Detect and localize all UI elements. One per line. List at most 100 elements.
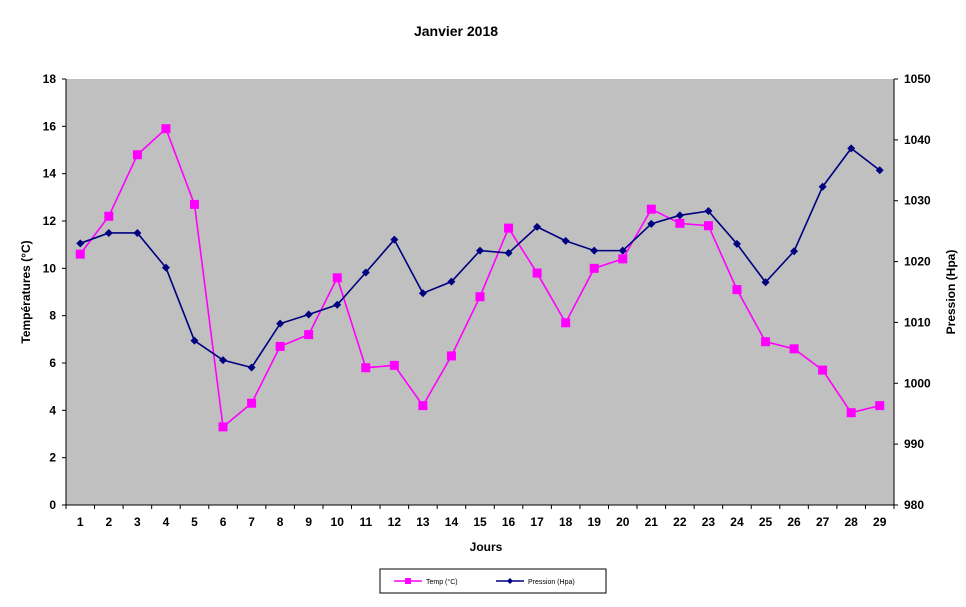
- y-left-tick-label: 18: [43, 72, 57, 86]
- x-tick-label: 2: [105, 515, 112, 529]
- legend-label: Pression (Hpa): [528, 579, 575, 586]
- pressure-point: [219, 356, 228, 365]
- y-right-tick-label: 980: [904, 498, 924, 512]
- chart-title: Janvier 2018: [414, 23, 498, 39]
- legend-marker-square: [405, 578, 411, 584]
- temp-point: [532, 268, 542, 278]
- temp-point: [646, 204, 656, 214]
- x-tick-label: 22: [673, 515, 687, 529]
- y-axis-left-label: Températures (°C): [19, 240, 33, 343]
- y-axis-right-label: Pression (Hpa): [944, 250, 958, 335]
- y-right-tick-label: 1050: [904, 72, 931, 86]
- y-left-tick-label: 8: [49, 309, 56, 323]
- y-left-tick-label: 12: [43, 214, 57, 228]
- pressure-point: [247, 363, 256, 372]
- x-tick-label: 27: [816, 515, 830, 529]
- temp-point: [132, 150, 142, 160]
- x-tick-label: 15: [473, 515, 487, 529]
- pressure-point: [618, 246, 627, 255]
- x-tick-label: 17: [530, 515, 544, 529]
- pressure-point: [847, 144, 856, 153]
- x-tick-label: 21: [645, 515, 659, 529]
- y-left-tick-label: 16: [43, 119, 57, 133]
- pressure-point: [818, 182, 827, 191]
- legend-marker-diamond: [507, 578, 513, 584]
- axes: 0246810121416189809901000101010201030104…: [43, 72, 931, 529]
- pressure-point: [732, 239, 741, 248]
- temp-point: [247, 398, 257, 408]
- y-left-tick-label: 0: [49, 498, 56, 512]
- pressure-point: [76, 239, 85, 248]
- pressure-point: [790, 247, 799, 256]
- x-axis-label: Jours: [470, 540, 503, 554]
- x-tick-label: 4: [163, 515, 170, 529]
- pressure-point: [675, 211, 684, 220]
- temp-point: [504, 223, 514, 233]
- pressure-point: [533, 222, 542, 231]
- x-tick-label: 29: [873, 515, 887, 529]
- pressure-point: [276, 319, 285, 328]
- pressure-point: [304, 310, 313, 319]
- x-tick-label: 7: [248, 515, 255, 529]
- pressure-point: [418, 289, 427, 298]
- x-tick-label: 19: [588, 515, 602, 529]
- temp-point: [875, 401, 885, 411]
- x-tick-label: 26: [787, 515, 801, 529]
- pressure-point: [761, 278, 770, 287]
- temp-point: [361, 363, 371, 373]
- x-tick-label: 1: [77, 515, 84, 529]
- pressure-point: [161, 263, 170, 272]
- temp-point: [189, 199, 199, 209]
- y-right-tick-label: 1000: [904, 376, 931, 390]
- pressure-point: [561, 236, 570, 245]
- pressure-point: [333, 300, 342, 309]
- temp-point: [418, 401, 428, 411]
- pressure-point: [104, 228, 113, 237]
- x-tick-label: 24: [730, 515, 744, 529]
- y-right-tick-label: 1020: [904, 255, 931, 269]
- x-tick-label: 28: [844, 515, 858, 529]
- x-tick-label: 18: [559, 515, 573, 529]
- y-right-tick-label: 1030: [904, 194, 931, 208]
- y-right-tick-label: 990: [904, 437, 924, 451]
- x-tick-label: 8: [277, 515, 284, 529]
- pressure-point: [875, 166, 884, 175]
- pressure-point: [504, 249, 513, 258]
- temp-point: [304, 330, 314, 340]
- x-tick-label: 23: [702, 515, 716, 529]
- pressure-point: [447, 277, 456, 286]
- x-tick-label: 12: [388, 515, 402, 529]
- pressure-point: [133, 228, 142, 237]
- x-tick-label: 6: [220, 515, 227, 529]
- legend: Temp (°C) Pression (Hpa): [379, 568, 607, 594]
- y-left-tick-label: 14: [43, 167, 57, 181]
- x-tick-label: 9: [305, 515, 312, 529]
- temp-point: [675, 218, 685, 228]
- y-right-tick-label: 1040: [904, 133, 931, 147]
- temp-point: [761, 337, 771, 347]
- temp-point: [389, 360, 399, 370]
- x-tick-label: 14: [445, 515, 459, 529]
- y-left-tick-label: 4: [49, 403, 56, 417]
- x-tick-label: 3: [134, 515, 141, 529]
- temp-point: [446, 351, 456, 361]
- temp-point: [789, 344, 799, 354]
- temp-point: [818, 365, 828, 375]
- plot-area: [66, 79, 894, 505]
- temp-point: [618, 254, 628, 264]
- temp-point: [561, 318, 571, 328]
- pressure-point: [361, 268, 370, 277]
- pressure-point: [647, 219, 656, 228]
- temp-point: [218, 422, 228, 432]
- y-left-tick-label: 10: [43, 261, 57, 275]
- temp-point: [332, 273, 342, 283]
- x-tick-label: 25: [759, 515, 773, 529]
- temp-point: [275, 341, 285, 351]
- x-tick-label: 11: [359, 515, 372, 529]
- temp-point: [75, 249, 85, 259]
- x-tick-label: 16: [502, 515, 516, 529]
- pressure-point: [190, 336, 199, 345]
- pressure-point: [704, 207, 713, 216]
